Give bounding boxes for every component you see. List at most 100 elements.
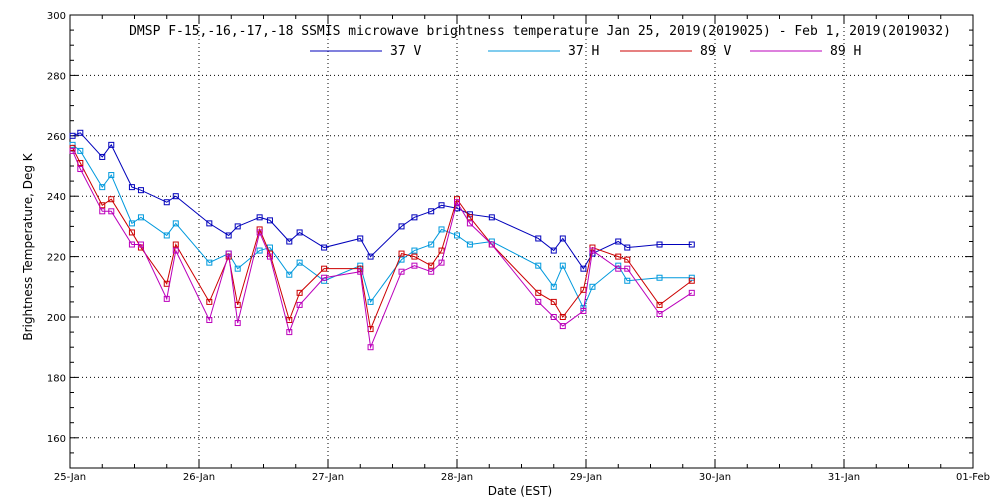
data-point bbox=[688, 289, 695, 296]
data-point bbox=[172, 220, 179, 227]
legend-item: 89 V bbox=[620, 44, 731, 59]
data-point bbox=[108, 172, 115, 179]
data-point bbox=[137, 214, 144, 221]
data-point bbox=[163, 199, 170, 206]
chart-title: DMSP F-15,-16,-17,-18 SSMIS microwave br… bbox=[129, 24, 951, 39]
data-point bbox=[580, 286, 587, 293]
data-point bbox=[488, 214, 495, 221]
data-point bbox=[321, 274, 328, 281]
data-point bbox=[688, 241, 695, 248]
data-point bbox=[428, 262, 435, 269]
data-point bbox=[438, 259, 445, 266]
y-tick-label: 300 bbox=[47, 11, 66, 22]
data-point bbox=[656, 310, 663, 317]
data-point bbox=[615, 265, 622, 272]
data-point bbox=[108, 141, 115, 148]
series-line bbox=[72, 132, 692, 270]
data-point bbox=[550, 298, 557, 305]
data-point bbox=[589, 283, 596, 290]
y-tick-label: 220 bbox=[47, 253, 66, 264]
data-point bbox=[286, 238, 293, 245]
data-point bbox=[77, 166, 84, 173]
data-point bbox=[615, 253, 622, 260]
data-point bbox=[357, 268, 364, 275]
data-point bbox=[466, 241, 473, 248]
x-tick-label: 28-Jan bbox=[441, 472, 473, 483]
data-point bbox=[367, 253, 374, 260]
data-point bbox=[172, 193, 179, 200]
data-point bbox=[234, 223, 241, 230]
data-point bbox=[69, 144, 76, 151]
data-point bbox=[99, 208, 106, 215]
data-point bbox=[624, 256, 631, 263]
data-point bbox=[286, 271, 293, 278]
data-point bbox=[69, 147, 76, 154]
grid bbox=[70, 15, 973, 468]
data-point bbox=[108, 208, 115, 215]
series-89-v bbox=[69, 144, 695, 333]
data-point bbox=[580, 265, 587, 272]
x-tick-label: 29-Jan bbox=[570, 472, 602, 483]
data-point bbox=[296, 229, 303, 236]
data-point bbox=[163, 232, 170, 239]
data-point bbox=[266, 217, 273, 224]
legend-item: 89 H bbox=[750, 44, 861, 59]
data-point bbox=[535, 235, 542, 242]
data-point bbox=[624, 277, 631, 284]
data-point bbox=[428, 208, 435, 215]
data-point bbox=[550, 283, 557, 290]
x-tick-label: 25-Jan bbox=[54, 472, 86, 483]
data-point bbox=[77, 147, 84, 154]
data-point bbox=[256, 229, 263, 236]
data-point bbox=[398, 250, 405, 257]
data-point bbox=[411, 247, 418, 254]
data-point bbox=[550, 247, 557, 254]
series-line bbox=[72, 147, 693, 331]
x-tick-label: 27-Jan bbox=[312, 472, 344, 483]
data-point bbox=[367, 344, 374, 351]
legend-label: 37 V bbox=[390, 44, 421, 59]
axis-ticks: 160 180 200 220 240 260 280 300 25-Jan 26-Jan 27-J… bbox=[47, 11, 990, 483]
data-point bbox=[234, 320, 241, 327]
series-37-h bbox=[69, 141, 695, 311]
data-point bbox=[357, 235, 364, 242]
data-point bbox=[128, 229, 135, 236]
data-point bbox=[559, 262, 566, 269]
legend-label: 89 V bbox=[700, 44, 731, 59]
data-point bbox=[398, 223, 405, 230]
data-point bbox=[225, 250, 232, 257]
series-line bbox=[72, 150, 693, 350]
data-point bbox=[438, 202, 445, 209]
series-group bbox=[69, 129, 695, 351]
data-point bbox=[69, 132, 76, 139]
data-point bbox=[656, 301, 663, 308]
data-point bbox=[128, 184, 135, 191]
data-point bbox=[206, 317, 213, 324]
legend-label: 89 H bbox=[830, 44, 861, 59]
data-point bbox=[438, 247, 445, 254]
y-tick-label: 200 bbox=[47, 313, 66, 324]
data-point bbox=[128, 220, 135, 227]
data-point bbox=[559, 314, 566, 320]
data-point bbox=[69, 141, 76, 148]
data-point bbox=[357, 262, 364, 269]
data-point bbox=[438, 226, 445, 233]
x-axis-title: Date (EST) bbox=[488, 484, 552, 498]
data-point bbox=[656, 274, 663, 281]
data-point bbox=[535, 289, 542, 296]
data-point bbox=[466, 220, 473, 227]
data-point bbox=[172, 241, 179, 248]
data-point bbox=[580, 307, 587, 314]
legend: 37 V 37 H 89 V 89 H bbox=[310, 44, 861, 59]
data-point bbox=[398, 268, 405, 275]
data-point bbox=[99, 153, 106, 160]
data-point bbox=[256, 247, 263, 254]
x-tick-label: 01-Feb bbox=[956, 472, 990, 483]
data-point bbox=[163, 295, 170, 302]
y-tick-label: 280 bbox=[47, 71, 66, 82]
data-point bbox=[411, 253, 418, 260]
series-89-h bbox=[69, 147, 695, 351]
data-point bbox=[321, 244, 328, 251]
y-axis-title: Brightness Temperature, Deg K bbox=[21, 152, 35, 340]
